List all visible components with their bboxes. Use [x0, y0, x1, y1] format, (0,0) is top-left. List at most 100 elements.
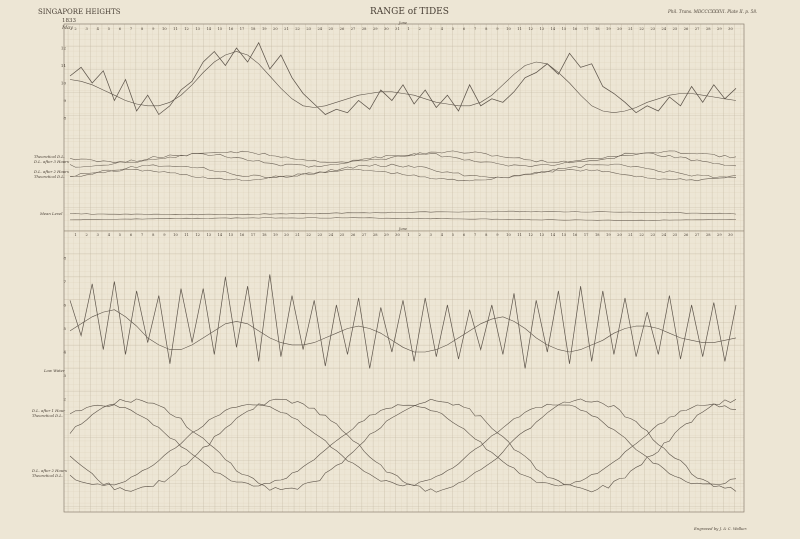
lower-tick-label: 20 [617, 233, 622, 237]
top-tick-label: 12 [184, 27, 189, 31]
lower-tick-label: 16 [573, 233, 578, 237]
band-curve-6 [69, 217, 737, 221]
lower-tick-label: 3 [430, 233, 433, 237]
lower-tick-label: 11 [517, 233, 522, 237]
top-tick-label: 10 [162, 27, 167, 31]
lower-y-tick: 7 [63, 279, 66, 284]
band-curve-4 [69, 168, 737, 182]
top-tick-label: 13 [195, 27, 200, 31]
lower-y-tick: 8 [63, 256, 66, 261]
top-tick-label: 8 [485, 27, 488, 31]
top-tick-label: 7 [130, 27, 133, 31]
top-tick-label: 20 [617, 27, 622, 31]
top-tick-label: 2 [419, 27, 421, 31]
lower-tick-label: 23 [650, 233, 655, 237]
lower-tick-label: 26 [351, 233, 356, 237]
lower-tick-label: 27 [695, 233, 700, 237]
top-month-label: June [398, 21, 407, 25]
label-mean-level: Mean Level [39, 211, 63, 216]
top-tick-label: 27 [351, 27, 356, 31]
lower-tick-label: 4 [441, 233, 444, 237]
lower-tick-label: 23 [317, 233, 322, 237]
top-tick-label: 28 [362, 27, 367, 31]
top-tick-label: 17 [584, 27, 589, 31]
lower-tick-label: 27 [362, 233, 367, 237]
top-tick-label: 11 [173, 27, 178, 31]
lower-tick-label: 15 [562, 233, 567, 237]
top-tick-label: 23 [650, 27, 655, 31]
series-line-3 [69, 274, 737, 369]
lower-tick-label: 28 [373, 233, 378, 237]
top-tick-label: 31 [395, 27, 400, 31]
lower-tick-label: 1 [407, 233, 409, 237]
lower-tick-label: 19 [606, 233, 611, 237]
band-curve-5 [69, 210, 737, 216]
lower-tick-label: 21 [295, 233, 300, 237]
lower-y-tick: 6 [63, 303, 66, 308]
lower-tick-label: 12 [528, 233, 533, 237]
top-tick-label: 19 [606, 27, 611, 31]
top-tick-label: 24 [662, 27, 667, 31]
top-tick-label: 24 [317, 27, 322, 31]
top-tick-label: 9 [496, 27, 499, 31]
upper-y-tick: 8 [63, 116, 66, 121]
crossing-curve-3 [69, 403, 737, 487]
top-tick-label: 14 [206, 27, 211, 31]
top-tick-label: 12 [528, 27, 533, 31]
upper-y-tick: 9 [63, 98, 66, 103]
band-curve-2 [69, 152, 737, 168]
top-tick-label: 29 [717, 27, 722, 31]
lower-tick-label: 12 [195, 233, 200, 237]
top-tick-label: 17 [240, 27, 245, 31]
lower-tick-label: 6 [463, 233, 466, 237]
upper-y-tick: 12 [61, 46, 67, 51]
lower-tick-label: 15 [229, 233, 234, 237]
lower-tick-label: 18 [595, 233, 600, 237]
label-theoretical-dl: Theoretical D.L. [34, 154, 65, 159]
label-theoretical-dl-4: Theoretical D.L. [32, 473, 63, 478]
lower-tick-label: 25 [340, 233, 345, 237]
top-tick-labels: 2 3 4 5 6 7 8 9 10 11 12 13 14 15 16 17 18 19 20 21 22 23 24 25… [74, 21, 733, 31]
lower-tick-label: 7 [474, 233, 477, 237]
major-grid [64, 24, 744, 512]
lower-tick-label: 26 [684, 233, 689, 237]
lower-tick-label: 16 [240, 233, 245, 237]
lower-tick-label: 17 [251, 233, 256, 237]
top-tick-label: 23 [306, 27, 311, 31]
top-tick-label: 28 [706, 27, 711, 31]
top-tick-label: 19 [262, 27, 267, 31]
top-tick-label: 21 [284, 27, 289, 31]
engraver-credit: Engraved by J. & C. Walker. [693, 526, 747, 531]
lower-tick-label: 9 [163, 233, 166, 237]
series-line-1 [69, 41, 737, 116]
label-theoretical-dl-2: Theoretical D.L. [34, 174, 65, 179]
top-tick-label: 3 [430, 27, 433, 31]
lower-y-tick: 4 [63, 350, 66, 355]
crossing-curve-2 [69, 398, 737, 493]
top-tick-label: 13 [539, 27, 544, 31]
lower-tick-label: 24 [662, 233, 667, 237]
upper-y-tick: 10 [61, 81, 67, 86]
top-tick-label: 9 [152, 27, 155, 31]
top-tick-label: 2 [74, 27, 76, 31]
top-tick-label: 8 [141, 27, 144, 31]
lower-month-label: June [398, 227, 407, 231]
top-tick-label: 6 [463, 27, 466, 31]
month-label: May [61, 25, 73, 31]
top-tick-label: 1 [407, 27, 409, 31]
lower-tick-label: 21 [628, 233, 633, 237]
top-tick-label: 16 [229, 27, 234, 31]
lower-tick-label: 29 [717, 233, 722, 237]
label-dl-after-2h-b: D.L. after 2 Hours [31, 468, 67, 473]
lower-y-tick: 3 [63, 373, 66, 378]
band-curve-1 [69, 150, 737, 164]
lower-tick-label: 7 [141, 233, 144, 237]
top-tick-label: 7 [474, 27, 477, 31]
top-tick-label: 21 [628, 27, 633, 31]
top-tick-label: 3 [86, 27, 89, 31]
lower-tick-label: 5 [119, 233, 122, 237]
label-theoretical-dl-3: Theoretical D.L. [32, 413, 63, 418]
top-tick-label: 25 [673, 27, 678, 31]
